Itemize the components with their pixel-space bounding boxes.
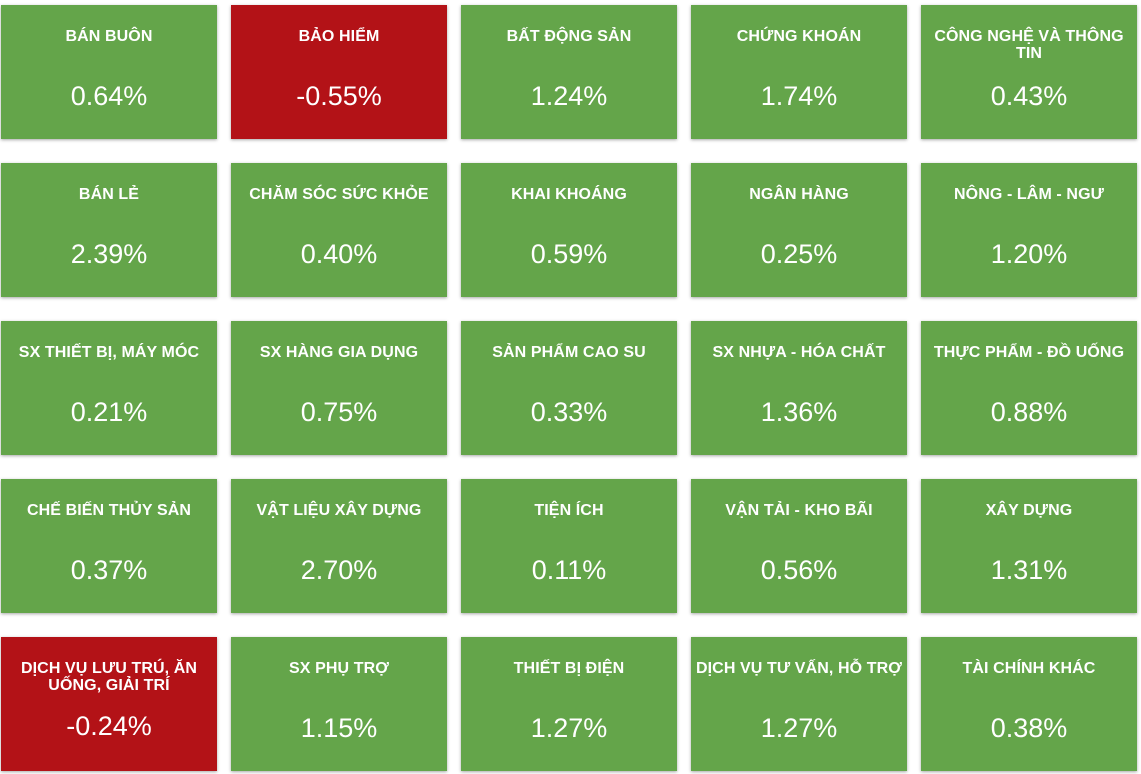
sector-name: CHỨNG KHOÁN bbox=[736, 28, 862, 45]
sector-name: NGÂN HÀNG bbox=[749, 186, 849, 203]
sector-change: 0.40% bbox=[300, 239, 378, 269]
sector-change: 0.33% bbox=[530, 397, 608, 427]
sector-name: VẬT LIỆU XÂY DỰNG bbox=[256, 502, 422, 519]
sector-change: 0.88% bbox=[990, 397, 1068, 427]
sector-tile[interactable]: SX THIẾT BỊ, MÁY MÓC 0.21% bbox=[1, 321, 217, 455]
sector-tile[interactable]: CHĂM SÓC SỨC KHỎE 0.40% bbox=[231, 163, 447, 297]
sector-name: DỊCH VỤ LƯU TRÚ, ĂN UỐNG, GIẢI TRÍ bbox=[20, 660, 198, 694]
sector-change: 0.37% bbox=[70, 555, 148, 585]
sector-change: 1.24% bbox=[530, 81, 608, 111]
sector-change: 0.25% bbox=[760, 239, 838, 269]
sector-tile[interactable]: NGÂN HÀNG 0.25% bbox=[691, 163, 907, 297]
sector-tile[interactable]: KHAI KHOÁNG 0.59% bbox=[461, 163, 677, 297]
sector-name: KHAI KHOÁNG bbox=[511, 186, 627, 203]
sector-tile[interactable]: BẤT ĐỘNG SẢN 1.24% bbox=[461, 5, 677, 139]
sector-change: 0.21% bbox=[70, 397, 148, 427]
sector-name: SX NHỰA - HÓA CHẤT bbox=[712, 344, 886, 361]
sector-name: BẤT ĐỘNG SẢN bbox=[506, 28, 632, 45]
sector-name: SX PHỤ TRỢ bbox=[289, 660, 389, 677]
sector-tile[interactable]: SX NHỰA - HÓA CHẤT 1.36% bbox=[691, 321, 907, 455]
sector-name: SX THIẾT BỊ, MÁY MÓC bbox=[18, 344, 200, 361]
sector-name: CHẾ BIẾN THỦY SẢN bbox=[26, 502, 192, 519]
sector-change: 1.31% bbox=[990, 555, 1068, 585]
sector-tile[interactable]: THIẾT BỊ ĐIỆN 1.27% bbox=[461, 637, 677, 771]
sector-change: -0.24% bbox=[66, 711, 152, 741]
sector-tile[interactable]: SX HÀNG GIA DỤNG 0.75% bbox=[231, 321, 447, 455]
sector-tile[interactable]: XÂY DỰNG 1.31% bbox=[921, 479, 1137, 613]
sector-tile[interactable]: SX PHỤ TRỢ 1.15% bbox=[231, 637, 447, 771]
sector-change: 2.70% bbox=[300, 555, 378, 585]
sector-tile[interactable]: CÔNG NGHỆ VÀ THÔNG TIN 0.43% bbox=[921, 5, 1137, 139]
sector-tile[interactable]: SẢN PHẨM CAO SU 0.33% bbox=[461, 321, 677, 455]
sector-change: 1.27% bbox=[530, 713, 608, 743]
sector-name: TIỆN ÍCH bbox=[534, 502, 604, 519]
sector-change: 0.64% bbox=[70, 81, 148, 111]
sector-tile[interactable]: NÔNG - LÂM - NGƯ 1.20% bbox=[921, 163, 1137, 297]
sector-name: BẢO HIỂM bbox=[298, 28, 380, 45]
sector-tile[interactable]: TÀI CHÍNH KHÁC 0.38% bbox=[921, 637, 1137, 771]
sector-change: 0.75% bbox=[300, 397, 378, 427]
sector-name: THIẾT BỊ ĐIỆN bbox=[513, 660, 625, 677]
sector-change: 0.11% bbox=[531, 555, 607, 585]
sector-name: SẢN PHẨM CAO SU bbox=[492, 344, 646, 361]
sector-change: 2.39% bbox=[70, 239, 148, 269]
sector-tile[interactable]: CHẾ BIẾN THỦY SẢN 0.37% bbox=[1, 479, 217, 613]
sector-name: NÔNG - LÂM - NGƯ bbox=[954, 186, 1104, 203]
sector-name: SX HÀNG GIA DỤNG bbox=[259, 344, 419, 361]
sector-tile[interactable]: DỊCH VỤ TƯ VẤN, HỖ TRỢ 1.27% bbox=[691, 637, 907, 771]
sector-name: CHĂM SÓC SỨC KHỎE bbox=[249, 186, 429, 203]
sector-name: CÔNG NGHỆ VÀ THÔNG TIN bbox=[934, 28, 1124, 62]
sector-name: BÁN BUÔN bbox=[65, 28, 153, 45]
sector-change: 1.74% bbox=[760, 81, 838, 111]
sector-change: 1.15% bbox=[300, 713, 378, 743]
sector-tile[interactable]: VẬT LIỆU XÂY DỰNG 2.70% bbox=[231, 479, 447, 613]
sector-tile[interactable]: BÁN BUÔN 0.64% bbox=[1, 5, 217, 139]
sector-change: 0.59% bbox=[530, 239, 608, 269]
sector-name: XÂY DỰNG bbox=[985, 502, 1073, 519]
sector-change: 1.20% bbox=[990, 239, 1068, 269]
sector-change: 1.27% bbox=[760, 713, 838, 743]
sector-name: VẬN TẢI - KHO BÃI bbox=[725, 502, 873, 519]
sector-tile[interactable]: TIỆN ÍCH 0.11% bbox=[461, 479, 677, 613]
sector-change: 0.56% bbox=[760, 555, 838, 585]
sector-tile[interactable]: BÁN LẺ 2.39% bbox=[1, 163, 217, 297]
sector-tile[interactable]: THỰC PHẨM - ĐỒ UỐNG 0.88% bbox=[921, 321, 1137, 455]
sector-name: TÀI CHÍNH KHÁC bbox=[962, 660, 1096, 677]
sector-tile[interactable]: VẬN TẢI - KHO BÃI 0.56% bbox=[691, 479, 907, 613]
sector-change: 0.38% bbox=[990, 713, 1068, 743]
sector-tile[interactable]: BẢO HIỂM -0.55% bbox=[231, 5, 447, 139]
sector-name: DỊCH VỤ TƯ VẤN, HỖ TRỢ bbox=[695, 660, 902, 677]
sector-name: THỰC PHẨM - ĐỒ UỐNG bbox=[933, 344, 1125, 361]
sector-change: 0.43% bbox=[990, 81, 1068, 111]
sector-change: -0.55% bbox=[296, 81, 382, 111]
sector-change: 1.36% bbox=[760, 397, 838, 427]
sector-name: BÁN LẺ bbox=[78, 186, 140, 203]
sector-tile[interactable]: CHỨNG KHOÁN 1.74% bbox=[691, 5, 907, 139]
sector-tile[interactable]: DỊCH VỤ LƯU TRÚ, ĂN UỐNG, GIẢI TRÍ -0.24% bbox=[1, 637, 217, 771]
